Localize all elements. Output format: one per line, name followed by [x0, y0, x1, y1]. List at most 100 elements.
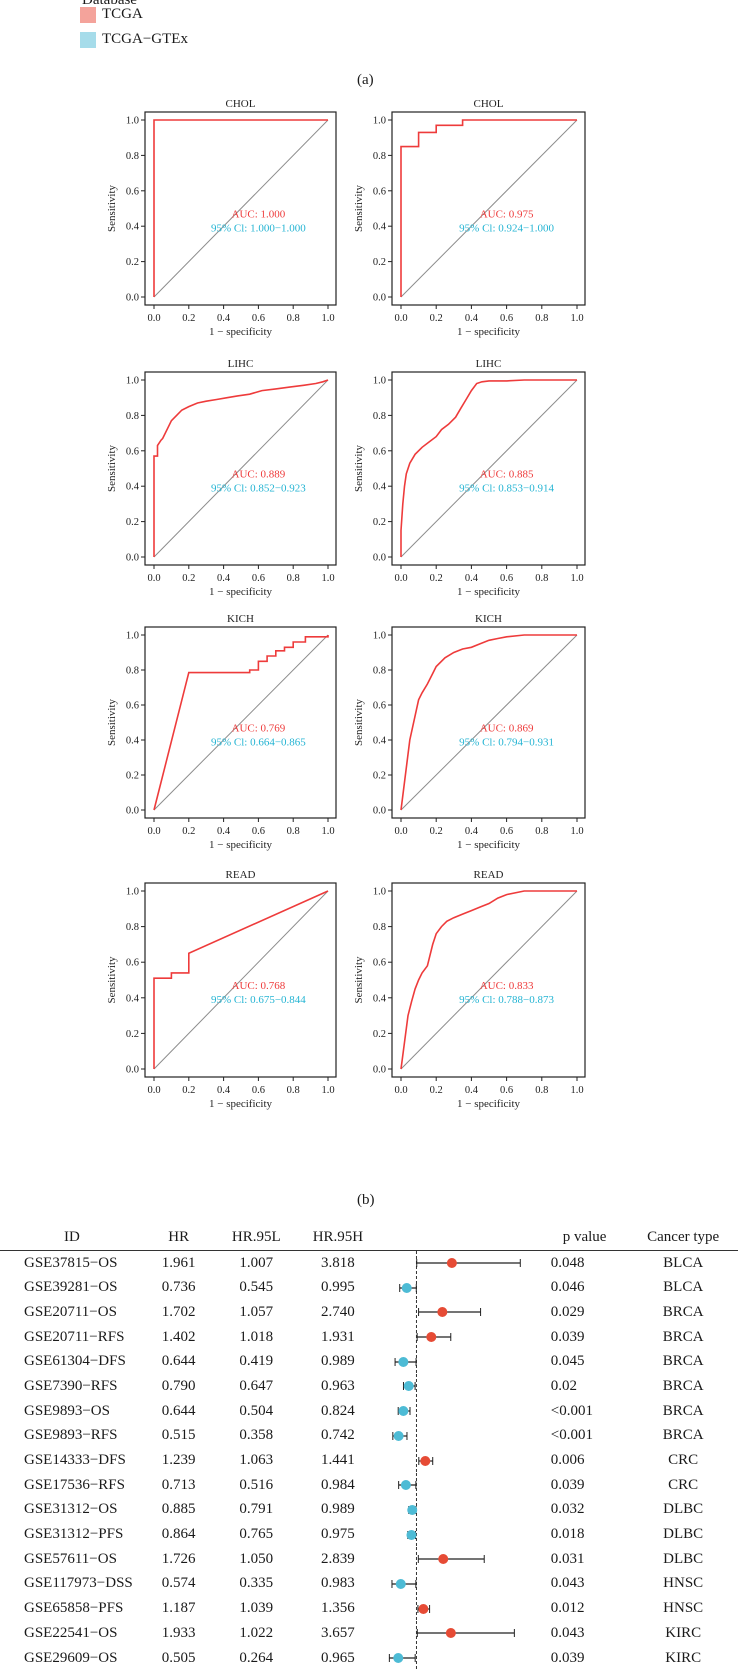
ci-label-3: 95% Cl: 0.853−0.914: [459, 482, 554, 494]
row-pvalue: 0.043: [550, 1575, 585, 1592]
hr-point: [392, 1653, 403, 1664]
hr-point: [437, 1554, 448, 1565]
row-hr95h: 1.356: [321, 1600, 355, 1617]
roc-ylabel-1: Sensitivity: [353, 184, 365, 232]
x-tick-label-4-5: 1.0: [321, 826, 334, 837]
y-tick-label-3-4: 0.8: [373, 411, 386, 422]
row-hr95h: 2.839: [321, 1550, 355, 1567]
roc-xlabel-6: 1 − specificity: [209, 1098, 273, 1110]
roc-ylabel-7: Sensitivity: [353, 956, 365, 1004]
y-tick-label-7-5: 1.0: [373, 887, 386, 898]
row-hr: 1.187: [161, 1600, 196, 1617]
forest-mark: [415, 1621, 515, 1646]
forest-mark: [397, 1399, 417, 1424]
y-tick-label-7-0: 0.0: [373, 1065, 386, 1076]
y-tick-label-7-1: 0.2: [373, 1029, 386, 1040]
y-tick-label-3-3: 0.6: [373, 446, 386, 457]
table-row: GSE9893−RFS 0.515 0.358 0.742 <0.001 BRCA: [0, 1423, 738, 1449]
auc-label-1: AUC: 0.975: [480, 208, 534, 220]
y-tick-label-5-2: 0.4: [373, 736, 387, 747]
auc-label-6: AUC: 0.768: [232, 980, 286, 992]
row-pvalue: 0.032: [550, 1501, 585, 1518]
roc-title-3: LIHC: [476, 358, 502, 370]
row-hr95h: 0.984: [321, 1476, 355, 1493]
y-tick-label-7-2: 0.4: [373, 993, 387, 1004]
ci-label-6: 95% Cl: 0.675−0.844: [211, 994, 306, 1006]
forest-cell: [379, 1547, 541, 1572]
forest-mark: [398, 1275, 417, 1300]
x-tick-label-7-1: 0.2: [430, 1085, 443, 1096]
auc-label-3: AUC: 0.885: [480, 468, 534, 480]
row-cancer-type: CRC: [668, 1452, 699, 1469]
x-tick-label-4-1: 0.2: [182, 826, 195, 837]
x-tick-label-6-2: 0.4: [217, 1085, 231, 1096]
roc-xlabel-4: 1 − specificity: [209, 839, 273, 851]
hr-point: [420, 1455, 431, 1466]
y-tick-label-1-5: 1.0: [373, 116, 386, 127]
x-tick-label-7-0: 0.0: [394, 1085, 407, 1096]
row-pvalue: 0.031: [550, 1550, 585, 1567]
row-hr95h: 3.657: [321, 1624, 355, 1641]
row-cancer-type: KIRC: [665, 1624, 702, 1641]
row-pvalue: <0.001: [550, 1402, 593, 1419]
x-tick-label-4-3: 0.6: [252, 826, 265, 837]
row-hr95l: 0.264: [239, 1649, 274, 1666]
table-row: GSE117973−DSS 0.574 0.335 0.983 0.043 HNSC: [0, 1571, 738, 1597]
row-hr95l: 1.039: [239, 1600, 274, 1617]
forest-cell: [379, 1448, 541, 1473]
legend-label-tcga: TCGA: [102, 6, 143, 22]
forest-mark: [415, 1300, 481, 1325]
row-pvalue: 0.039: [550, 1328, 585, 1345]
hr-point: [406, 1504, 417, 1515]
row-id: GSE20711−RFS: [24, 1328, 125, 1345]
roc-diagonal-7: [400, 890, 578, 1070]
forest-mark: [388, 1646, 417, 1670]
row-hr: 0.864: [161, 1526, 196, 1543]
x-tick-label-0-4: 0.8: [287, 313, 300, 324]
x-tick-label-1-4: 0.8: [535, 313, 548, 324]
row-id: GSE57611−OS: [24, 1550, 117, 1567]
x-tick-label-2-1: 0.2: [182, 573, 195, 584]
y-tick-label-5-4: 0.8: [373, 666, 386, 677]
roc-diagonal-4: [153, 634, 329, 811]
x-tick-label-6-5: 1.0: [321, 1085, 334, 1096]
row-hr95l: 1.063: [239, 1452, 274, 1469]
x-tick-label-7-5: 1.0: [570, 1085, 583, 1096]
forest-cell: [379, 1275, 541, 1300]
row-hr95l: 0.358: [239, 1427, 274, 1444]
x-tick-label-7-3: 0.6: [500, 1085, 513, 1096]
x-tick-label-2-5: 1.0: [321, 573, 334, 584]
y-tick-label-2-0: 0.0: [126, 553, 139, 564]
roc-curves-panel: 0.0 0.0 0.2 0.2 0.4 0.4 0.6 0.6 0.8 0.8 1.0 1.0 CHOL…: [106, 98, 586, 1110]
y-tick-label-5-3: 0.6: [373, 701, 386, 712]
row-pvalue: 0.048: [550, 1254, 585, 1271]
roc-title-4: KICH: [227, 613, 254, 625]
row-hr: 1.239: [161, 1452, 196, 1469]
row-hr: 0.736: [161, 1279, 196, 1296]
roc-xlabel-3: 1 − specificity: [457, 586, 521, 598]
row-cancer-type: BRCA: [662, 1427, 704, 1444]
row-hr: 0.644: [161, 1402, 196, 1419]
hr-point: [395, 1578, 406, 1589]
forest-mark: [415, 1547, 485, 1572]
forest-mark: [415, 1251, 521, 1276]
row-pvalue: <0.001: [550, 1427, 593, 1444]
row-id: GSE61304−DFS: [24, 1353, 126, 1370]
y-tick-label-5-5: 1.0: [373, 631, 386, 642]
roc-title-1: CHOL: [474, 98, 504, 110]
x-tick-label-7-4: 0.8: [535, 1085, 548, 1096]
row-pvalue: 0.006: [550, 1452, 585, 1469]
row-id: GSE29609−OS: [24, 1649, 118, 1666]
y-tick-label-0-0: 0.0: [126, 293, 139, 304]
table-row: GSE29609−OS 0.505 0.264 0.965 0.039 KIRC: [0, 1646, 738, 1670]
table-row: GSE61304−DFS 0.644 0.419 0.989 0.045 BRCA: [0, 1349, 738, 1374]
row-hr: 0.790: [161, 1377, 196, 1394]
row-hr95l: 1.057: [239, 1303, 274, 1320]
y-tick-label-3-5: 1.0: [373, 376, 386, 387]
row-cancer-type: DLBC: [663, 1550, 704, 1567]
column-header-hr95l: HR.95L: [215, 1225, 298, 1251]
auc-label-5: AUC: 0.869: [480, 722, 534, 734]
forest-cell: [379, 1571, 541, 1597]
roc-xlabel-1: 1 − specificity: [457, 326, 521, 338]
roc-frame-4: [144, 626, 337, 819]
